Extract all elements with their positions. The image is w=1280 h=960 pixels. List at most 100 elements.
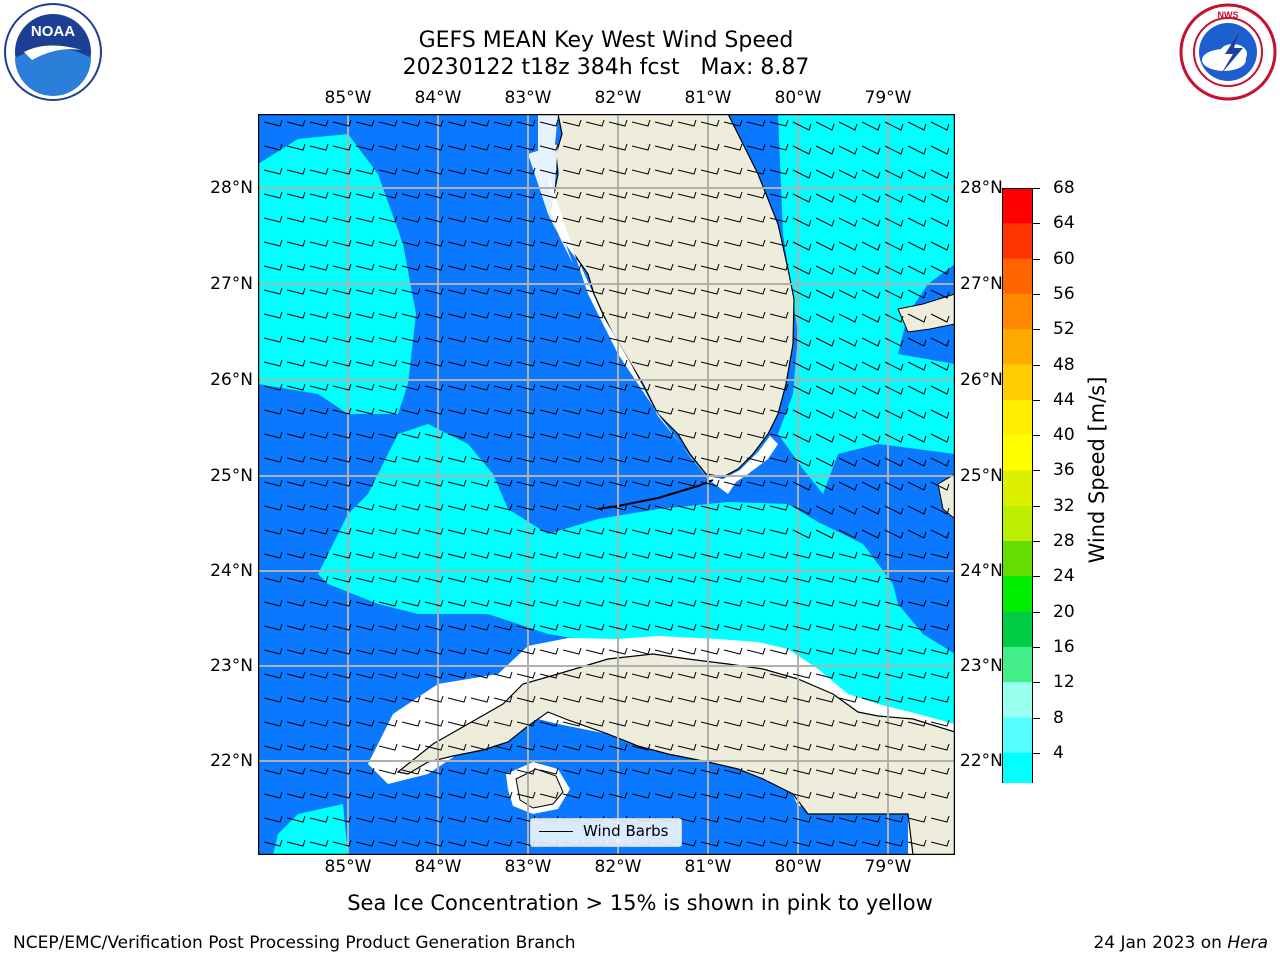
- wind-barb: [700, 143, 720, 151]
- wind-barb: [263, 527, 283, 535]
- wind-barb: [332, 287, 352, 295]
- wind-barb: [263, 359, 283, 367]
- wind-barb: [838, 457, 858, 467]
- wind-barb: [884, 791, 904, 799]
- wind-barb: [746, 311, 766, 319]
- wind-barb: [608, 263, 628, 271]
- wind-barb: [470, 719, 490, 727]
- wind-barb: [838, 121, 858, 131]
- wind-barb: [700, 839, 720, 847]
- wind-barb: [792, 457, 812, 467]
- wind-barb: [608, 695, 628, 703]
- wind-barb: [263, 839, 283, 847]
- colorbar-tick-mark: [1033, 717, 1040, 719]
- wind-barb: [332, 215, 352, 223]
- wind-barb: [907, 743, 927, 751]
- wind-barb: [746, 239, 766, 247]
- wind-barb: [884, 505, 904, 515]
- wind-barb: [654, 479, 674, 487]
- wind-barb: [884, 241, 904, 251]
- wind-barb: [769, 719, 789, 727]
- wind-barb: [930, 529, 950, 539]
- lon-label-top: 81°W: [684, 88, 732, 108]
- wind-barb: [539, 119, 559, 127]
- wind-barb: [815, 217, 835, 227]
- wind-barb: [493, 815, 513, 823]
- wind-barb: [884, 433, 904, 443]
- wind-barb: [309, 311, 329, 319]
- wind-barb: [677, 407, 697, 415]
- wind-barb: [769, 239, 789, 247]
- wind-barb: [838, 289, 858, 299]
- wind-barb: [562, 383, 582, 391]
- wind-barb: [769, 479, 789, 487]
- wind-barb: [539, 335, 559, 343]
- colorbar-segment: [1002, 682, 1033, 718]
- wind-barb: [355, 407, 375, 415]
- wind-barb: [332, 695, 352, 703]
- wind-barb: [930, 551, 950, 559]
- wind-barb: [332, 791, 352, 799]
- wind-barb: [746, 767, 766, 775]
- colorbar-tick-label: 24: [1053, 566, 1075, 587]
- wind-barb: [493, 479, 513, 487]
- wind-barb: [355, 311, 375, 319]
- wind-barb: [723, 671, 743, 679]
- wind-barb: [608, 551, 628, 559]
- colorbar-tick-label: 60: [1053, 248, 1075, 269]
- wind-barb: [746, 623, 766, 631]
- wind-barb: [700, 359, 720, 367]
- wind-barb: [562, 695, 582, 703]
- wind-barb: [447, 335, 467, 343]
- wind-barb: [332, 119, 352, 127]
- wind-barb: [585, 383, 605, 391]
- wind-barb: [746, 287, 766, 295]
- wind-barb: [447, 383, 467, 391]
- wind-barb: [493, 839, 513, 847]
- wind-barb: [861, 433, 881, 443]
- wind-barb: [263, 383, 283, 391]
- wind-barb: [401, 191, 421, 199]
- wind-barb: [355, 383, 375, 391]
- wind-barb: [516, 791, 536, 799]
- wind-barb: [654, 599, 674, 607]
- wind-barb: [470, 335, 490, 343]
- wind-barb: [309, 191, 329, 199]
- wind-barb: [562, 479, 582, 487]
- lon-label-bottom: 84°W: [414, 857, 462, 877]
- wind-barb: [907, 505, 927, 515]
- wind-barb: [907, 289, 927, 299]
- wind-barb: [585, 359, 605, 367]
- wind-barb: [815, 385, 835, 395]
- wind-barb: [424, 839, 444, 847]
- colorbar-tick-mark: [1033, 329, 1040, 331]
- lat-label-left: 25°N: [210, 466, 253, 486]
- wind-barb: [631, 671, 651, 679]
- wind-barb: [355, 215, 375, 223]
- wind-barb: [700, 407, 720, 415]
- wind-barb: [309, 551, 329, 559]
- wind-barb: [286, 671, 306, 679]
- wind-barb: [700, 335, 720, 343]
- wind-barb: [930, 695, 950, 703]
- wind-barb: [585, 719, 605, 727]
- wind-barb: [286, 767, 306, 775]
- wind-barb: [286, 407, 306, 415]
- wind-barb: [378, 215, 398, 223]
- wind-barb: [539, 767, 559, 775]
- wind-barb: [746, 599, 766, 607]
- wind-barb: [516, 383, 536, 391]
- wind-barb: [263, 623, 283, 631]
- wind-barb: [309, 263, 329, 271]
- wind-barb: [401, 671, 421, 679]
- wind-barb: [286, 455, 306, 463]
- wind-barb: [539, 263, 559, 271]
- wind-barb: [631, 263, 651, 271]
- wind-barb: [884, 169, 904, 179]
- wind-barb: [838, 241, 858, 251]
- wind-barb: [401, 359, 421, 367]
- wind-barb: [861, 361, 881, 371]
- wind-barb: [792, 719, 812, 727]
- wind-barb: [378, 791, 398, 799]
- wind-barb: [907, 529, 927, 539]
